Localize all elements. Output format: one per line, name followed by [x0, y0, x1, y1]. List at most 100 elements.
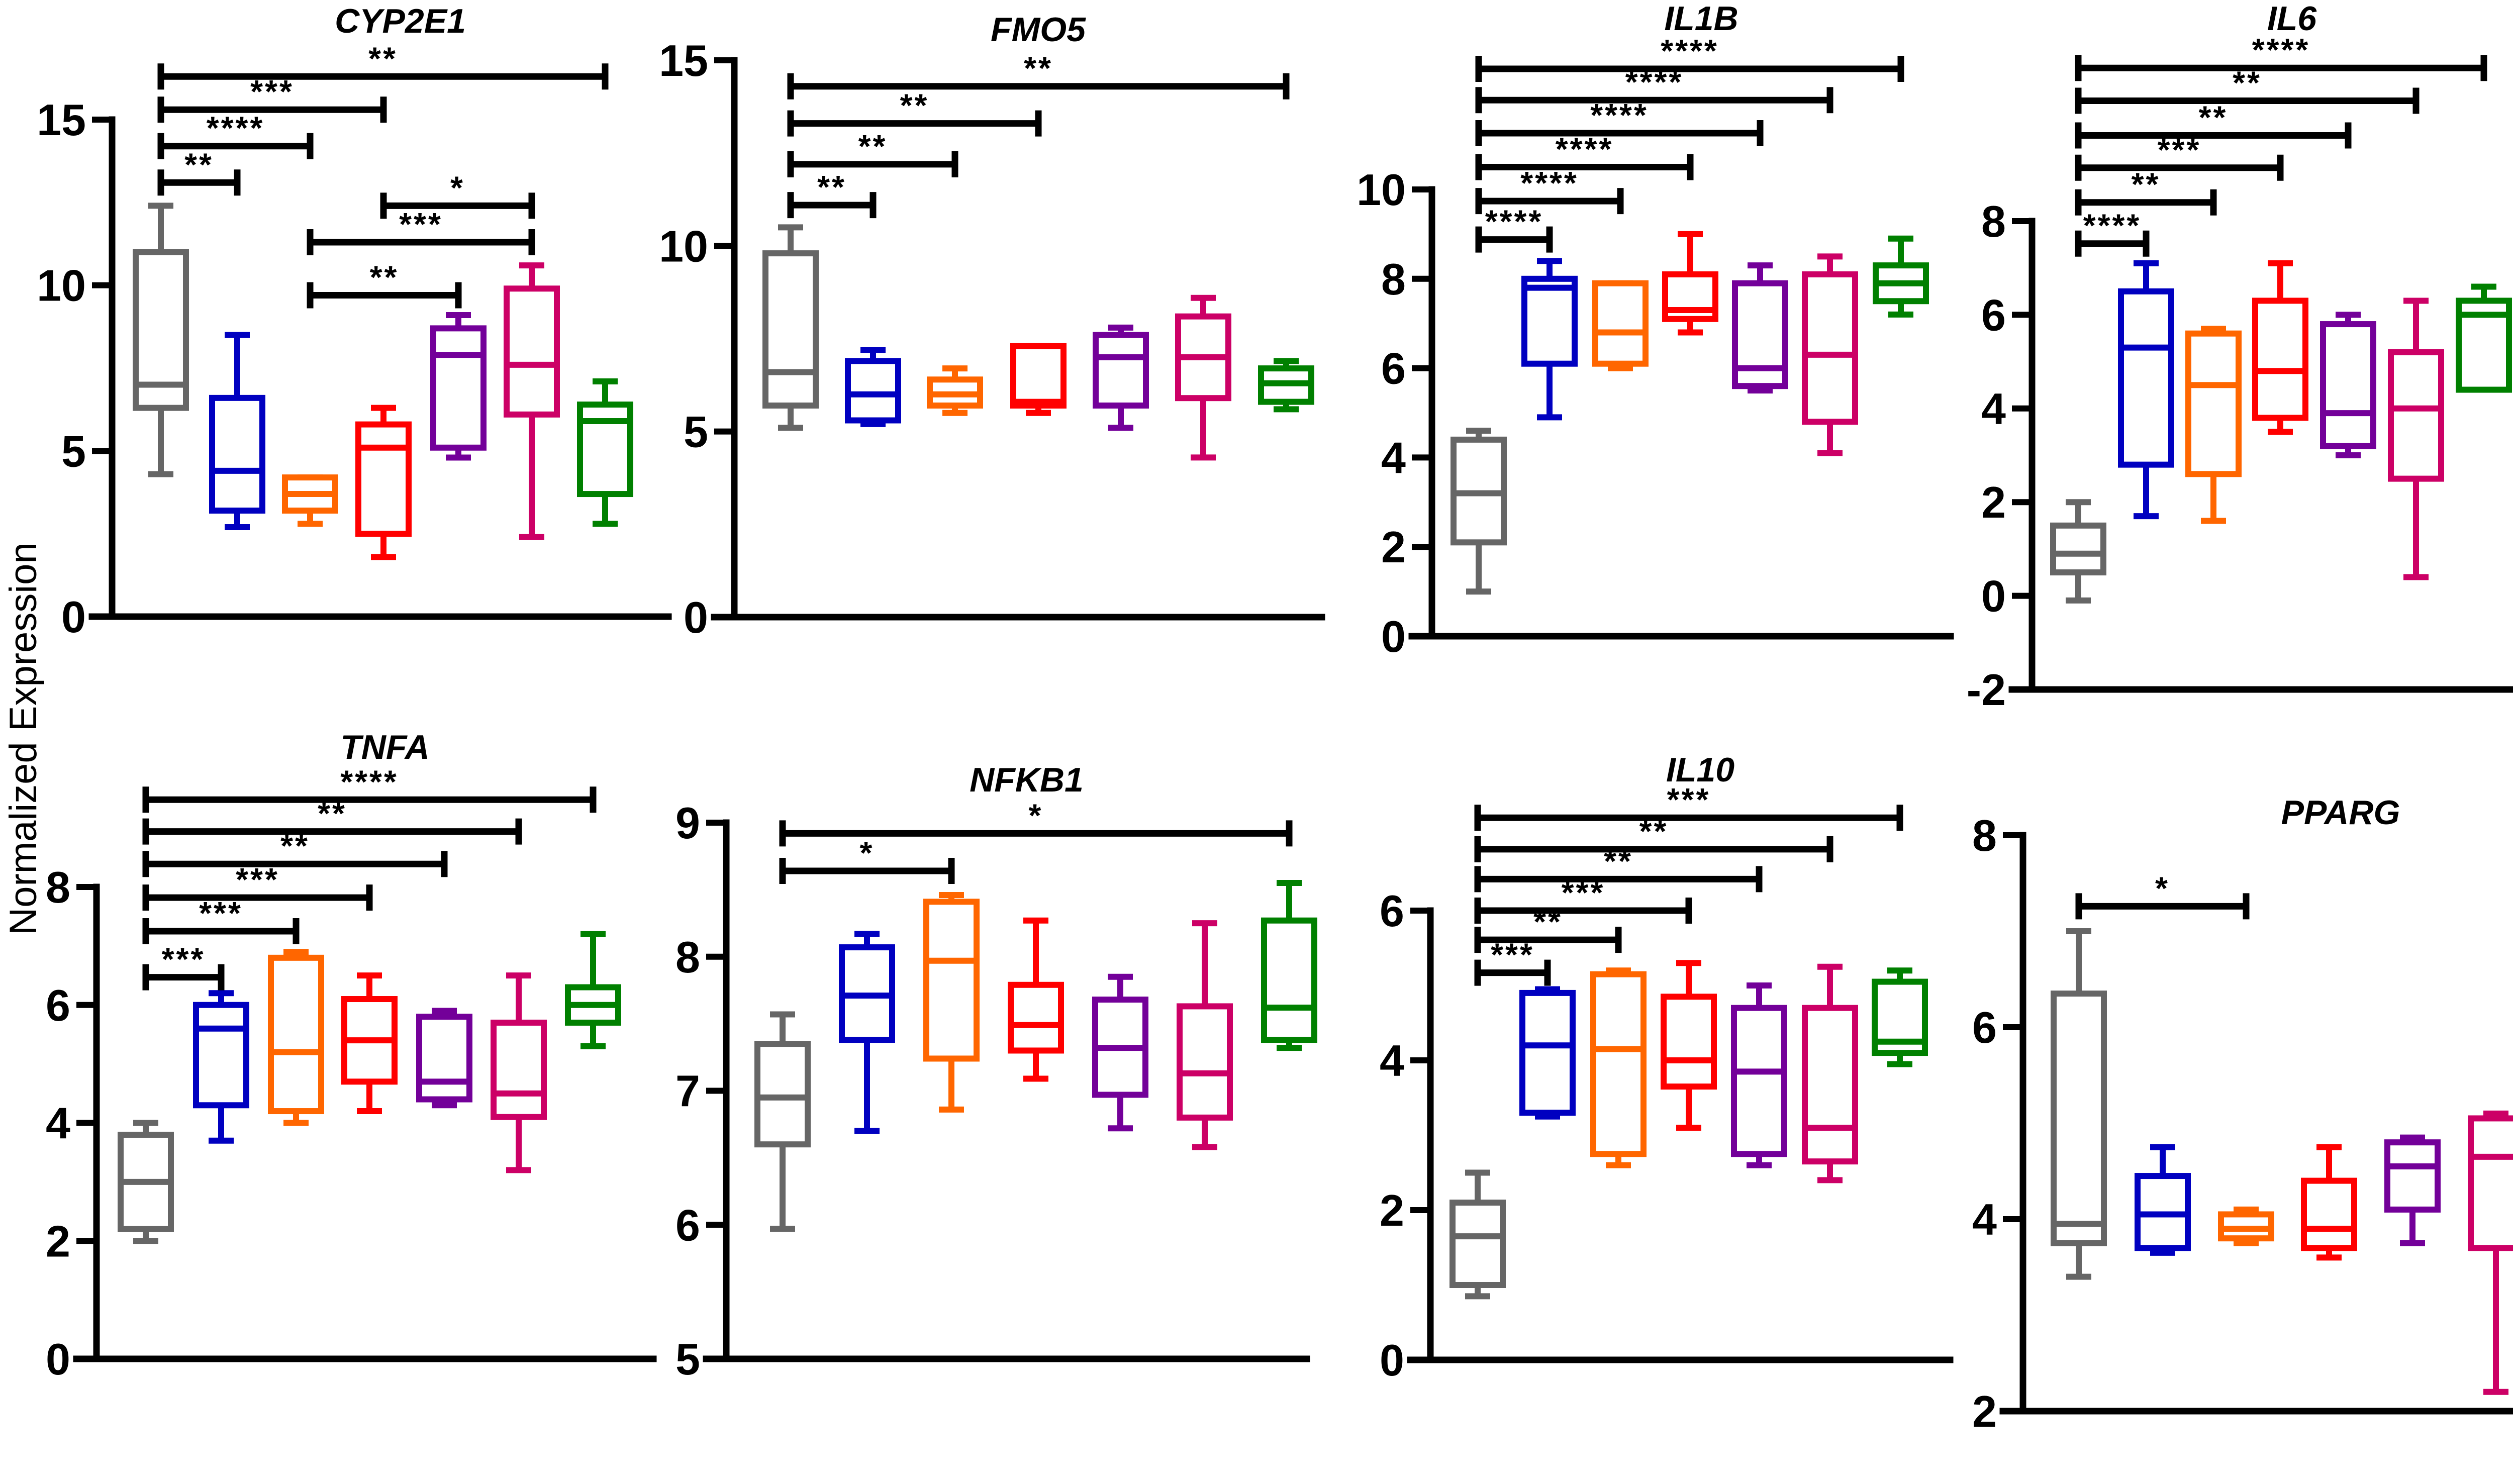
box-delta — [2252, 260, 2308, 435]
significance-bracket: **** — [1475, 131, 1694, 180]
significance-label: ** — [1639, 813, 1669, 849]
y-tick-label: 4 — [1380, 1036, 1404, 1085]
significance-label: *** — [236, 861, 279, 898]
y-tick-label: 5 — [684, 407, 708, 457]
iqr-box — [2384, 1139, 2441, 1213]
box-mock — [1449, 1169, 1506, 1300]
box-ba2 — [2388, 298, 2444, 580]
y-tick-label: -2 — [1967, 665, 2006, 715]
y-tick-label: 4 — [46, 1099, 70, 1148]
y-tick-label: 2 — [1381, 522, 1406, 572]
significance-bracket: **** — [142, 763, 597, 813]
significance-bracket: *** — [2075, 132, 2284, 181]
significance-bracket: * — [2075, 870, 2250, 920]
box-p1 — [1872, 967, 1928, 1067]
box-ba2 — [1177, 920, 1233, 1150]
box-mock — [762, 224, 819, 431]
significance-label: ** — [184, 146, 214, 182]
significance-bracket: **** — [2075, 208, 2150, 257]
y-tick-label: 6 — [1381, 344, 1406, 393]
box-ba1 — [1732, 262, 1788, 394]
significance-bracket: ** — [142, 828, 448, 877]
box-ba2 — [1802, 963, 1858, 1183]
box-b117 — [845, 347, 901, 427]
significance-label: *** — [1562, 874, 1605, 911]
iqr-box — [1802, 1005, 1858, 1165]
significance-bracket: ** — [787, 87, 1042, 137]
significance-label: *** — [162, 941, 206, 977]
box-mock — [754, 1011, 811, 1232]
y-tick-label: 2 — [1981, 477, 2006, 527]
iqr-box — [504, 285, 560, 418]
significance-bracket: * — [380, 169, 535, 219]
panel-title: IL10 — [1666, 751, 1734, 789]
significance-label: *** — [2158, 132, 2201, 168]
significance-bracket: **** — [1475, 33, 1904, 82]
iqr-box — [209, 394, 265, 514]
iqr-box — [2320, 321, 2376, 449]
significance-label: **** — [207, 110, 265, 146]
iqr-box — [1521, 275, 1578, 367]
significance-bracket: ** — [1474, 843, 1763, 893]
significance-bracket: ** — [2075, 99, 2352, 149]
box-ba1 — [1731, 982, 1787, 1168]
y-tick-label: 2 — [1380, 1185, 1404, 1235]
significance-bracket: ** — [2075, 166, 2217, 216]
significance-bracket: * — [779, 835, 955, 884]
box-d614g — [1590, 967, 1647, 1168]
y-tick-label: 6 — [1380, 886, 1404, 936]
significance-bracket: ** — [787, 128, 958, 177]
significance-bracket: * — [779, 797, 1293, 847]
box-delta — [355, 405, 412, 560]
iqr-box — [1261, 917, 1317, 1043]
significance-bracket: ** — [2075, 64, 2420, 114]
y-tick-label: 4 — [1972, 1195, 1997, 1244]
significance-label: *** — [399, 206, 443, 242]
panel-title: IL6 — [2267, 0, 2317, 38]
y-tick-label: 8 — [675, 932, 700, 982]
significance-bracket: ** — [787, 50, 1290, 100]
box-mock — [2050, 499, 2106, 604]
box-p1 — [1873, 235, 1929, 318]
box-mock — [133, 203, 189, 477]
y-tick-label: 2 — [46, 1216, 70, 1266]
significance-label: **** — [2252, 32, 2310, 68]
box-ba2 — [2468, 1110, 2513, 1395]
box-ba2 — [1175, 294, 1231, 461]
panel-title: CYP2E1 — [335, 2, 466, 40]
y-tick-label: 5 — [61, 426, 86, 476]
significance-bracket: ** — [142, 796, 522, 845]
significance-bracket: **** — [157, 110, 314, 159]
box-p1 — [565, 931, 621, 1049]
iqr-box — [355, 421, 412, 537]
significance-label: ** — [2199, 99, 2228, 135]
iqr-box — [430, 325, 487, 451]
iqr-box — [2468, 1115, 2513, 1251]
iqr-box — [2118, 288, 2174, 468]
significance-bracket: *** — [1474, 781, 1903, 831]
box-delta — [1662, 231, 1718, 336]
y-tick-label: 15 — [659, 36, 708, 85]
panel-title: TNFA — [340, 728, 430, 766]
y-tick-label: 0 — [1981, 571, 2006, 621]
y-tick-label: 0 — [61, 592, 86, 642]
y-tick-label: 2 — [1972, 1387, 1997, 1436]
y-tick-label: 7 — [675, 1066, 700, 1116]
box-p1 — [577, 378, 633, 527]
y-tick-label: 0 — [1380, 1335, 1404, 1385]
y-tick-label: 4 — [1381, 433, 1406, 482]
y-tick-label: 6 — [1972, 1003, 1997, 1052]
significance-bracket: ** — [787, 169, 877, 219]
box-b117 — [2135, 1144, 2191, 1256]
significance-label: **** — [1625, 64, 1684, 100]
box-ba2 — [491, 972, 547, 1173]
iqr-box — [2050, 522, 2106, 576]
box-delta — [2301, 1144, 2357, 1261]
significance-label: ** — [1024, 50, 1053, 86]
iqr-box — [1010, 343, 1067, 409]
box-d614g — [282, 474, 338, 527]
box-b117 — [1519, 986, 1576, 1120]
